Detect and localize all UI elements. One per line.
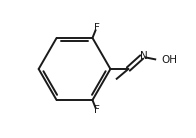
Text: OH: OH — [162, 55, 178, 65]
Text: N: N — [140, 51, 148, 61]
Text: F: F — [94, 23, 100, 33]
Text: F: F — [94, 105, 100, 115]
